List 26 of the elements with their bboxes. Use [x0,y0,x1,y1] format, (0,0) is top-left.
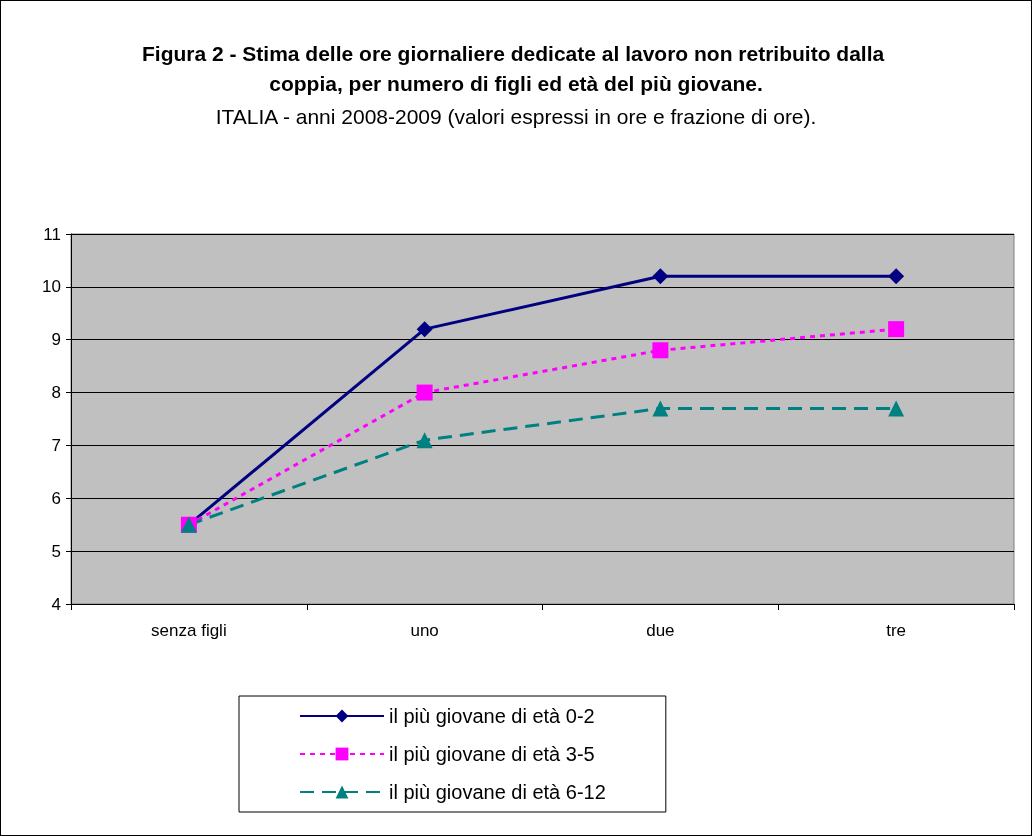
point [652,268,669,285]
point [416,384,433,401]
y-tick-label: 7 [51,435,61,455]
chart-subtitle: ITALIA - anni 2008-2009 (valori espressi in ore e frazione di ore). [215,105,817,128]
point [652,400,669,417]
point [416,321,433,338]
legend-label: il più giovane di età 6-12 [389,781,606,803]
point [888,321,905,338]
legend-label: il più giovane di età 0-2 [389,705,595,727]
x-tick-label: tre [886,621,907,640]
y-tick-label: 11 [43,224,61,244]
chart-title: Figura 2 - Stima delle ore giornaliere dedicate al lavoro non retribuito dalla coppia, per numero di figli ed età del più giovane. [141,41,891,95]
point [888,268,905,285]
y-tick-label: 8 [51,383,61,403]
legend-label: il più giovane di età 3-5 [389,743,595,765]
point [652,342,669,359]
y-tick-label: 6 [51,488,61,508]
x-tick-label: uno [410,621,439,640]
x-tick-label: senza figli [151,621,227,640]
point [416,432,433,449]
y-tick-label: 4 [51,594,61,614]
point [888,400,905,417]
y-tick-label: 10 [42,277,61,297]
x-tick-label: due [646,621,675,640]
y-tick-label: 5 [51,541,61,561]
y-tick-label: 9 [51,330,61,350]
